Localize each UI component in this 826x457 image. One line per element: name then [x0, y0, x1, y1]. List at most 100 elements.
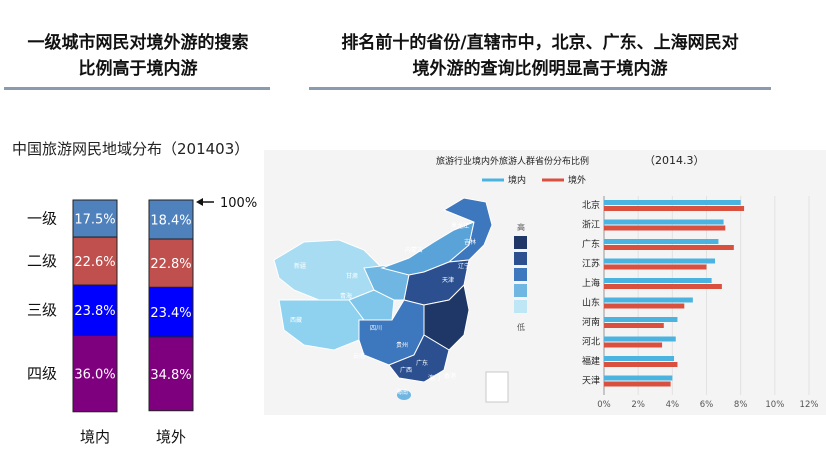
province-bar — [604, 356, 675, 361]
map-legend-swatch — [514, 300, 527, 313]
province-bar — [604, 258, 716, 264]
legend-label: 境内 — [508, 174, 526, 186]
province-label: 上海 — [582, 277, 600, 289]
province-bar-chart: 旅游行业境内外旅游人群省份分布比例 （2014.3） 境内 境外 0% 2% 4% 6% 8% 1… — [436, 154, 818, 410]
map-region-label: 贵州 — [396, 341, 408, 349]
map-region-label: 吉林 — [464, 238, 476, 246]
map-region-label: 澳门 — [428, 374, 440, 382]
province-label: 广东 — [582, 238, 600, 250]
map-region-label: 广东 — [416, 359, 428, 367]
province-bar — [604, 317, 678, 322]
map-south-sea-inset — [485, 371, 509, 403]
province-bar — [604, 381, 671, 387]
tier-label: 四级 — [27, 365, 57, 383]
map-hainan-island — [397, 390, 411, 400]
x-tick-label: 12% — [800, 400, 819, 410]
province-bar — [604, 225, 726, 231]
map-region-label: 黑龙江 — [451, 222, 469, 230]
map-region-label: 海南 — [396, 388, 408, 396]
map-legend-swatch — [514, 236, 527, 249]
province-label: 浙江 — [582, 219, 600, 231]
tier-label: 三级 — [27, 301, 57, 319]
map-legend: 高低 — [514, 222, 527, 332]
province-bar — [604, 219, 724, 225]
category-label: 境外 — [156, 428, 186, 446]
map-region-label: 西藏 — [290, 316, 302, 324]
map-region-label: 青海 — [340, 292, 352, 300]
tier-label: 一级 — [27, 210, 57, 228]
province-bar — [604, 284, 722, 289]
map-region-label: 新疆 — [294, 262, 306, 270]
left-headline: 一级城市网民对境外游的搜索 比例高于境内游 — [4, 30, 272, 82]
map-region-label: 天津 — [442, 277, 454, 284]
right-divider — [309, 87, 771, 90]
category-label: 境内 — [80, 428, 110, 446]
left-divider — [4, 87, 270, 90]
map-legend-low: 低 — [517, 322, 525, 332]
province-bar — [604, 278, 712, 283]
x-tick-label: 0% — [597, 400, 611, 410]
left-headline-line1: 一级城市网民对境外游的搜索 — [27, 33, 249, 53]
x-tick-label: 8% — [734, 400, 748, 410]
map-region-label: 甘肃 — [346, 272, 358, 280]
province-bar — [604, 200, 741, 205]
province-bar — [604, 245, 734, 250]
stack-segment — [72, 284, 118, 336]
province-label: 天津 — [582, 376, 600, 387]
province-bar — [604, 323, 664, 328]
segment-label: 23.4% — [150, 306, 191, 321]
province-bar — [604, 375, 673, 381]
x-tick-label: 4% — [666, 400, 680, 410]
province-label: 福建 — [582, 355, 600, 367]
x-tick-label: 6% — [700, 400, 714, 410]
map-region-label: 内蒙古 — [405, 246, 423, 254]
province-label: 河南 — [582, 316, 600, 328]
province-bar — [604, 264, 707, 270]
stack-segment — [72, 334, 118, 413]
map-northeast-region — [442, 197, 493, 263]
province-bar — [604, 239, 719, 244]
map-region-label: 四川 — [370, 325, 382, 332]
stack-segment — [148, 336, 194, 412]
province-label: 河北 — [582, 336, 600, 348]
stack-segment — [72, 199, 118, 238]
bar-chart-title: 旅游行业境内外旅游人群省份分布比例 — [436, 155, 589, 167]
legend-label: 境外 — [568, 174, 586, 186]
segment-label: 22.8% — [150, 257, 191, 272]
province-bar — [604, 297, 693, 303]
map-legend-swatch — [514, 268, 527, 281]
bar-chart-date: （2014.3） — [644, 154, 705, 167]
tier-label: 二级 — [27, 252, 57, 270]
total-annotation: 100% — [220, 196, 257, 211]
segment-label: 34.8% — [150, 368, 191, 383]
map-legend-high: 高 — [517, 222, 525, 232]
province-bar — [604, 336, 676, 342]
pointer-arrow-head — [196, 198, 203, 206]
right-headline: 排名前十的省份/直辖市中，北京、广东、上海网民对 境外游的查询比例明显高于境内游 — [306, 30, 774, 82]
province-label: 北京 — [582, 199, 600, 211]
map-region-label: 云南 — [353, 352, 365, 360]
map-qinghai-region — [348, 289, 395, 321]
china-map — [273, 197, 509, 403]
map-south-region — [388, 334, 450, 383]
province-bar — [604, 206, 745, 211]
stack-segment — [72, 236, 118, 286]
x-tick-label: 2% — [631, 400, 645, 410]
map-legend-swatch — [514, 252, 527, 265]
province-bar — [604, 362, 678, 367]
map-region-label: 香港 — [444, 372, 456, 380]
segment-label: 36.0% — [74, 368, 115, 383]
province-bar — [604, 303, 685, 309]
province-bar — [604, 342, 663, 348]
x-tick-label: 10% — [765, 400, 784, 410]
map-region-label: 广西 — [400, 366, 412, 374]
segment-label: 18.4% — [150, 214, 191, 229]
right-headline-line2: 境外游的查询比例明显高于境内游 — [412, 59, 668, 79]
stack-segment — [148, 238, 194, 288]
left-headline-line2: 比例高于境内游 — [78, 59, 198, 79]
province-label: 江苏 — [582, 258, 600, 270]
province-label: 山东 — [582, 297, 600, 309]
